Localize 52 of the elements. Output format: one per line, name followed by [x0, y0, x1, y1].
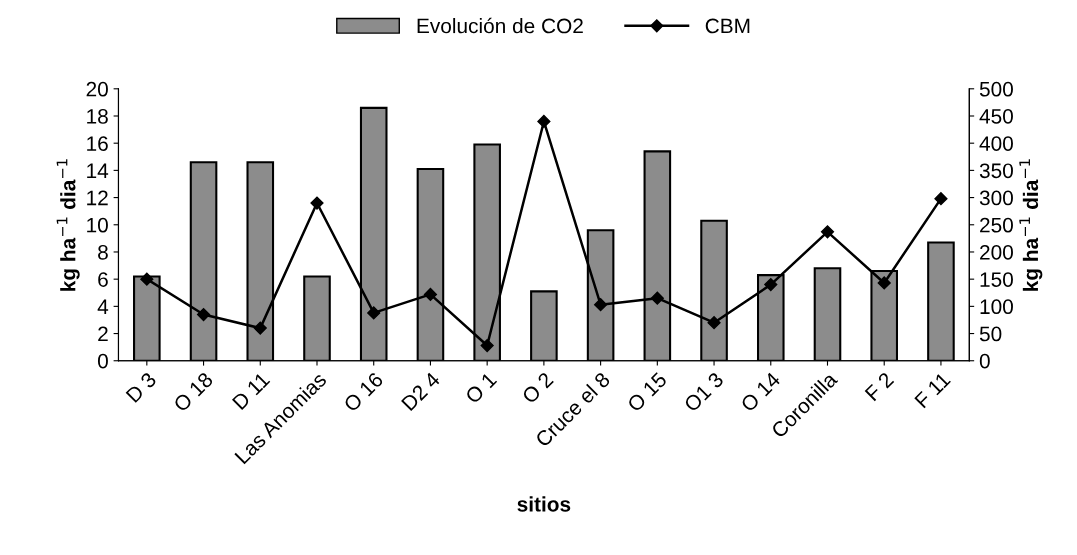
point — [480, 338, 494, 353]
point — [764, 278, 778, 292]
point — [253, 321, 267, 335]
y-tick-label: 12 — [87, 190, 108, 206]
point — [594, 298, 608, 312]
x-tick-label: D 3 — [125, 371, 157, 404]
point — [367, 306, 381, 320]
x-tick-label: O 1 — [464, 371, 498, 405]
y2-tick-label: 50 — [979, 326, 1002, 342]
y2-tick-label: 0 — [979, 353, 990, 369]
y-tick-label: 14 — [87, 163, 109, 178]
point — [650, 291, 664, 305]
y-tick-label: 0 — [97, 353, 108, 369]
y2-tick-label: 100 — [980, 299, 1013, 315]
y2-tick-label: 300 — [979, 190, 1013, 206]
x-tick-label: O 16 — [342, 371, 384, 413]
y2-tick-label: 350 — [979, 163, 1013, 179]
y-tick-label: 18 — [87, 109, 108, 124]
y-tick-label: 20 — [86, 81, 108, 97]
x-tick-label: O1 3 — [683, 371, 725, 413]
x-tick-label: O 15 — [626, 371, 668, 413]
y-tick-label: 6 — [98, 272, 108, 287]
x-tick-label: F 11 — [914, 371, 951, 409]
y-tick-label: 4 — [97, 299, 109, 314]
y-tick-label: 10 — [87, 217, 108, 233]
legend-label: Evolución de CO2 — [417, 17, 583, 34]
y-axis-title: kg ha$^{−1}$ dia$^{−1}$ — [56, 159, 80, 291]
y-tick-label: 2 — [98, 326, 108, 342]
point — [537, 114, 551, 129]
y-tick-label: 16 — [87, 136, 108, 151]
x-tick-label: D2 4 — [400, 371, 441, 412]
point — [310, 196, 324, 210]
y2-tick-label: 250 — [980, 217, 1013, 233]
x-tick-label: O 18 — [172, 371, 214, 413]
y-tick-label: 8 — [98, 244, 108, 260]
point — [707, 316, 721, 330]
y2-tick-label: 400 — [979, 136, 1013, 151]
y2-tick-label: 450 — [979, 109, 1013, 124]
point — [934, 192, 948, 206]
point — [423, 287, 438, 301]
x-tick-label: F 2 — [864, 371, 895, 402]
point — [140, 272, 154, 286]
point — [196, 307, 211, 322]
x-axis-title: sitios — [517, 496, 571, 512]
point — [877, 276, 891, 290]
y2-tick-label: 500 — [979, 81, 1013, 97]
y2-tick-label: 200 — [980, 244, 1013, 260]
legend-label: CBM — [705, 18, 750, 34]
y2-axis-title: kg ha$^{−1}$ dia$^{−1}$ — [1019, 159, 1043, 291]
y2-tick-label: 150 — [980, 272, 1013, 287]
x-tick-label: O 2 — [521, 371, 554, 405]
point — [820, 225, 835, 239]
